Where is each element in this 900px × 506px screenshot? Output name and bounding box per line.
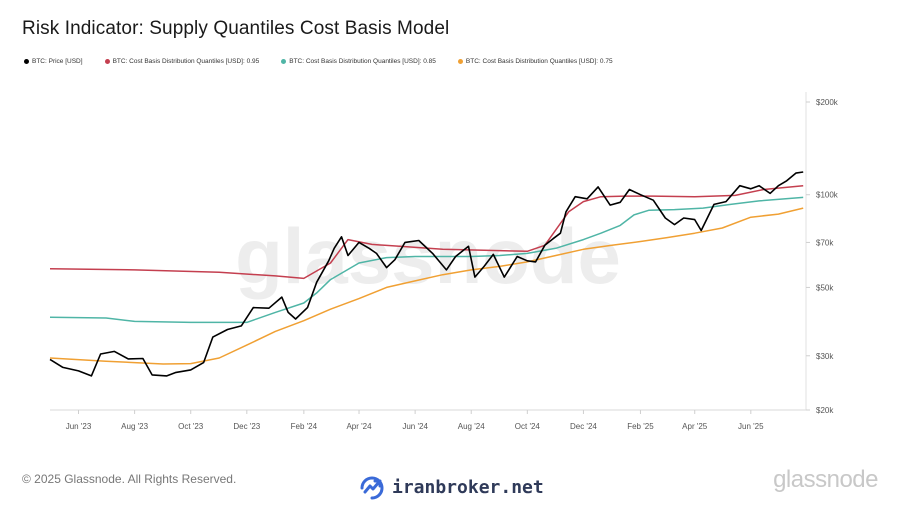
legend-label: BTC: Price [USD] (32, 58, 83, 65)
y-tick-label: $70k (816, 238, 834, 247)
x-tick-label: Jun '23 (66, 422, 92, 431)
legend-item[interactable]: BTC: Cost Basis Distribution Quantiles [… (457, 58, 613, 65)
legend-label: BTC: Cost Basis Distribution Quantiles [… (112, 58, 260, 65)
legend: BTC: Price [USD] BTC: Cost Basis Distribu… (24, 58, 635, 65)
chart-title: Risk Indicator: Supply Quantiles Cost Ba… (22, 18, 450, 39)
x-tick-label: Aug '24 (458, 422, 485, 431)
x-tick-label: Oct '23 (178, 422, 204, 431)
legend-marker (24, 59, 29, 64)
series-line-quantile-095 (49, 184, 804, 280)
series-line-btc-price (49, 171, 804, 377)
legend-marker (281, 59, 287, 64)
y-tick-label: $50k (816, 283, 834, 292)
legend-item[interactable]: BTC: Cost Basis Distribution Quantiles [… (281, 58, 436, 65)
legend-label: BTC: Cost Basis Distribution Quantiles [… (465, 58, 613, 65)
x-tick-label: Feb '24 (291, 422, 318, 431)
x-tick-label: Feb '25 (627, 422, 654, 431)
y-tick-label: $20k (816, 406, 834, 415)
trend-arrow-icon (360, 476, 384, 500)
y-tick-label: $100k (816, 191, 839, 200)
x-tick-label: Apr '25 (682, 422, 708, 431)
x-tick-label: Oct '24 (515, 422, 541, 431)
copyright-text: © 2025 Glassnode. All Rights Reserved. (22, 472, 237, 486)
legend-item[interactable]: BTC: Price [USD] (24, 58, 83, 65)
legend-item[interactable]: BTC: Cost Basis Distribution Quantiles [… (104, 58, 260, 65)
x-tick-label: Jun '25 (738, 422, 764, 431)
x-tick-label: Dec '24 (570, 422, 597, 431)
x-tick-label: Jun '24 (402, 422, 428, 431)
brand-logo[interactable]: iranbroker.net (358, 474, 544, 500)
x-tick-label: Aug '23 (121, 422, 148, 431)
series-line-quantile-075 (49, 207, 804, 365)
y-tick-label: $200k (816, 98, 839, 107)
glassnode-logo: glassnode (773, 466, 878, 493)
x-tick-label: Dec '23 (233, 422, 260, 431)
brand-name: iranbroker.net (392, 476, 544, 498)
legend-marker (104, 59, 110, 64)
x-tick-label: Apr '24 (346, 422, 372, 431)
legend-label: BTC: Cost Basis Distribution Quantiles [… (289, 58, 436, 65)
legend-marker (457, 59, 463, 64)
y-tick-label: $30k (816, 352, 834, 361)
